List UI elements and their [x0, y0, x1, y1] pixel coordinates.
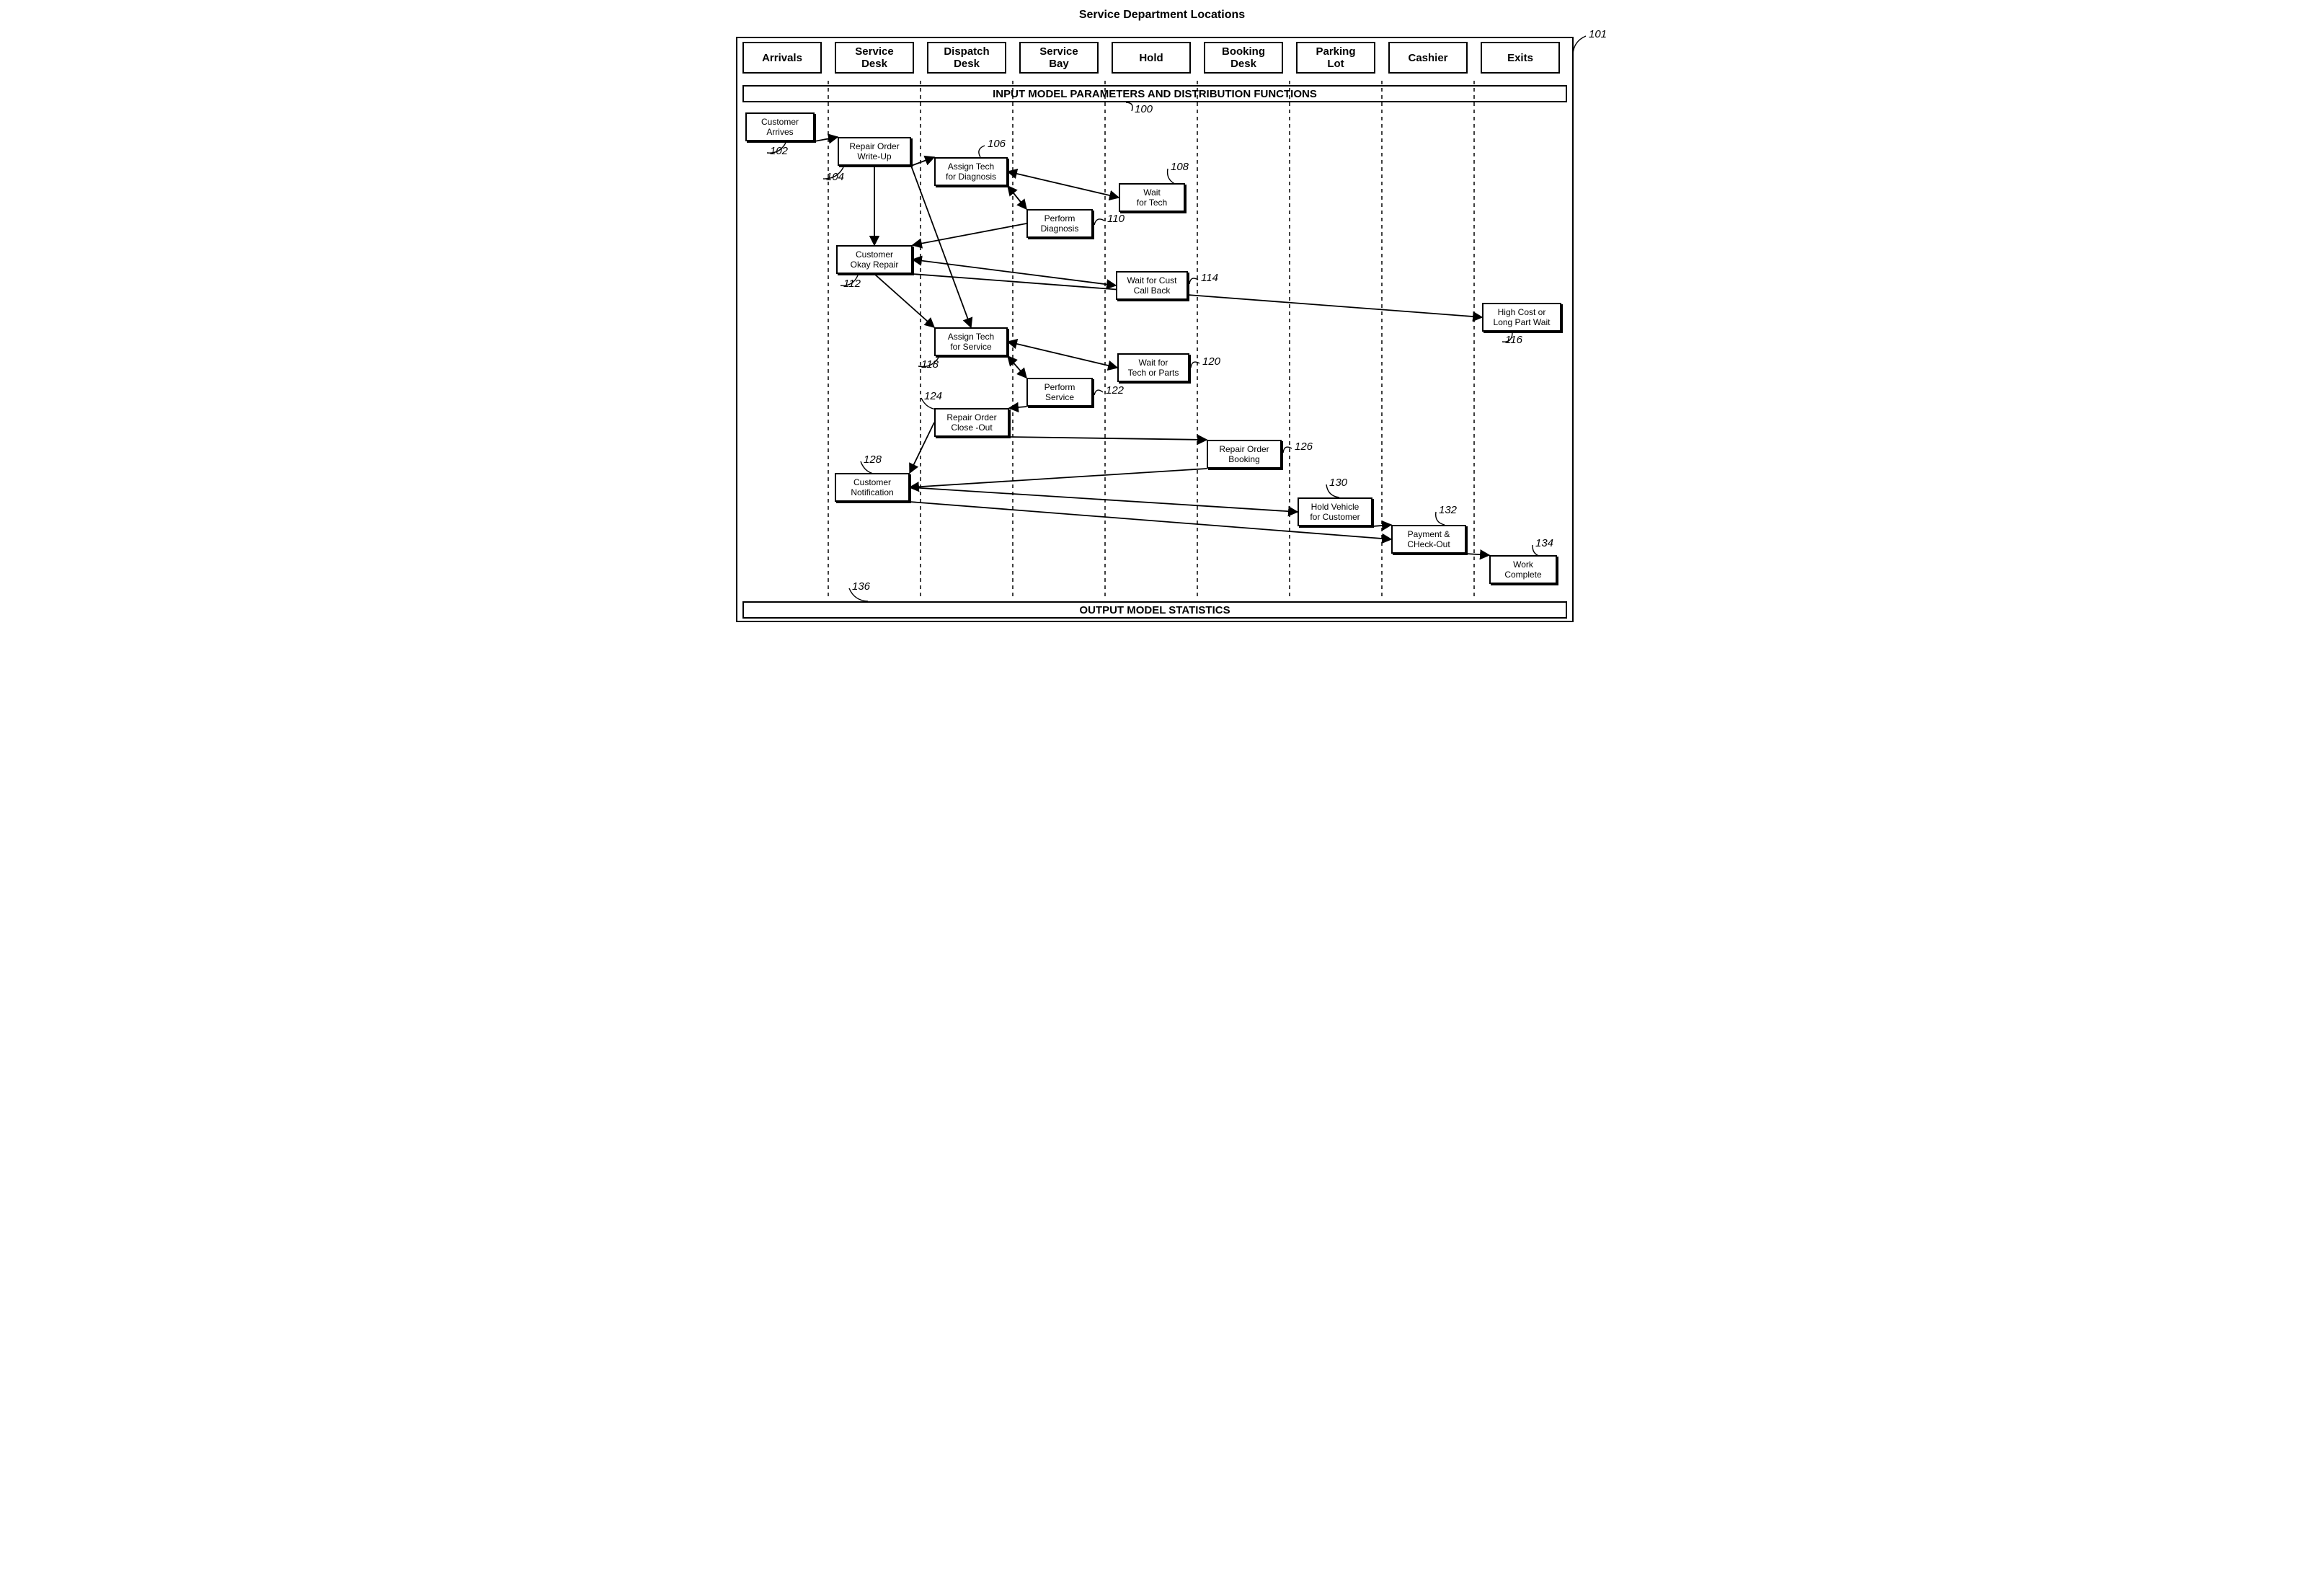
process-node: Repair Order Write-Up: [838, 137, 911, 166]
reference-numeral: 116: [1505, 334, 1522, 346]
reference-numeral: 122: [1106, 384, 1124, 397]
reference-numeral: 110: [1107, 213, 1125, 225]
reference-numeral: 104: [826, 171, 844, 183]
process-node: Hold Vehicle for Customer: [1298, 497, 1372, 526]
diagram-title: Service Department Locations: [701, 9, 1623, 22]
process-node: Customer Notification: [835, 473, 910, 502]
column-header: Service Desk: [835, 42, 914, 74]
process-node: Repair Order Booking: [1207, 440, 1282, 469]
reference-numeral: 100: [1135, 103, 1153, 115]
process-node: Assign Tech for Service: [934, 327, 1008, 356]
column-header: Cashier: [1388, 42, 1468, 74]
process-node: Customer Arrives: [745, 112, 815, 141]
reference-numeral: 102: [770, 145, 788, 157]
reference-numeral: 112: [843, 278, 861, 290]
diagram-page: Service Department Locations INPUT MODEL…: [701, 0, 1623, 634]
process-node: Wait for Cust Call Back: [1116, 271, 1188, 300]
reference-numeral: 124: [924, 390, 942, 402]
column-header: Dispatch Desk: [927, 42, 1006, 74]
process-node: Payment & CHeck-Out: [1391, 525, 1466, 554]
process-node: High Cost or Long Part Wait: [1482, 303, 1561, 332]
reference-numeral: 120: [1202, 355, 1220, 368]
process-node: Assign Tech for Diagnosis: [934, 157, 1008, 186]
reference-numeral: 136: [852, 580, 870, 593]
reference-numeral: 114: [1201, 272, 1218, 284]
process-node: Perform Diagnosis: [1026, 209, 1093, 238]
column-header: Hold: [1112, 42, 1191, 74]
column-header: Arrivals: [742, 42, 822, 74]
process-node: Customer Okay Repair: [836, 245, 913, 274]
process-node: Wait for Tech: [1119, 183, 1185, 212]
reference-numeral: 118: [921, 358, 939, 371]
reference-numeral: 106: [988, 138, 1006, 150]
reference-numeral: 128: [864, 453, 882, 466]
process-node: Repair Order Close -Out: [934, 408, 1009, 437]
process-node: Work Complete: [1489, 555, 1557, 584]
input-parameters-bar: INPUT MODEL PARAMETERS AND DISTRIBUTION …: [742, 85, 1567, 102]
process-node: Perform Service: [1026, 378, 1093, 407]
process-node: Wait for Tech or Parts: [1117, 353, 1189, 382]
reference-numeral: 108: [1171, 161, 1189, 173]
column-header: Exits: [1481, 42, 1560, 74]
reference-numeral: 130: [1329, 477, 1347, 489]
reference-numeral: 101: [1589, 28, 1607, 40]
reference-numeral: 132: [1439, 504, 1457, 516]
column-header: Service Bay: [1019, 42, 1099, 74]
output-statistics-bar: OUTPUT MODEL STATISTICS: [742, 601, 1567, 619]
column-header: Booking Desk: [1204, 42, 1283, 74]
reference-numeral: 126: [1295, 441, 1313, 453]
reference-numeral: 134: [1535, 537, 1553, 549]
column-header: Parking Lot: [1296, 42, 1375, 74]
